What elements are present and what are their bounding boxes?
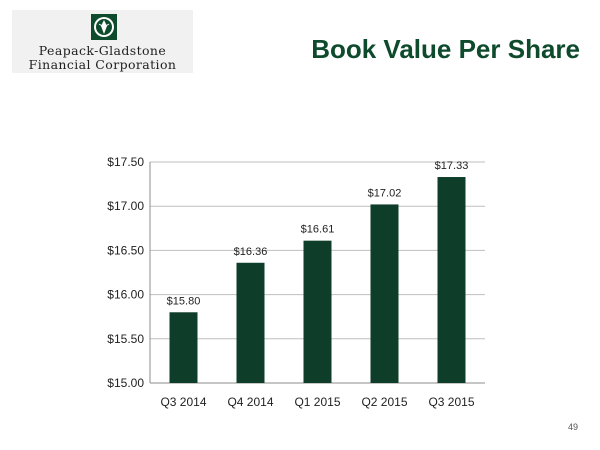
bar <box>370 204 399 383</box>
bank-emblem-icon <box>91 14 117 40</box>
data-label: $16.61 <box>301 224 335 236</box>
y-tick-label: $16.00 <box>107 288 144 302</box>
y-tick-label: $15.50 <box>107 332 144 346</box>
x-tick-label: Q4 2014 <box>227 395 273 409</box>
data-label: $17.33 <box>435 160 469 172</box>
logo-line2: Financial Corporation <box>28 57 177 72</box>
y-tick-labels: $15.00 $15.50 $16.00 $16.50 $17.00 $17.50 <box>107 155 144 390</box>
x-tick-label: Q2 2015 <box>361 395 407 409</box>
y-tick-label: $17.00 <box>107 199 144 213</box>
data-labels: $15.80 $16.36 $16.61 $17.02 $17.33 <box>167 160 469 307</box>
company-logo: Peapack-Gladstone Financial Corporation <box>12 10 193 73</box>
y-tick-label: $17.50 <box>107 155 144 169</box>
x-tick-labels: Q3 2014 Q4 2014 Q1 2015 Q2 2015 Q3 2015 <box>160 395 474 409</box>
data-label: $16.36 <box>234 246 268 258</box>
page-title: Book Value Per Share <box>311 34 580 64</box>
bars <box>169 177 466 383</box>
bar <box>169 312 198 383</box>
x-tick-label: Q1 2015 <box>294 395 340 409</box>
logo-line1: Peapack-Gladstone <box>38 43 167 58</box>
bar <box>303 240 332 383</box>
page-number: 49 <box>567 422 578 432</box>
data-label: $15.80 <box>167 295 201 307</box>
x-tick-label: Q3 2015 <box>428 395 474 409</box>
data-label: $17.02 <box>368 187 402 199</box>
x-tick-label: Q3 2014 <box>160 395 206 409</box>
bar <box>437 177 466 383</box>
bar <box>236 262 265 383</box>
y-tick-label: $15.00 <box>107 376 144 390</box>
y-tick-label: $16.50 <box>107 243 144 257</box>
